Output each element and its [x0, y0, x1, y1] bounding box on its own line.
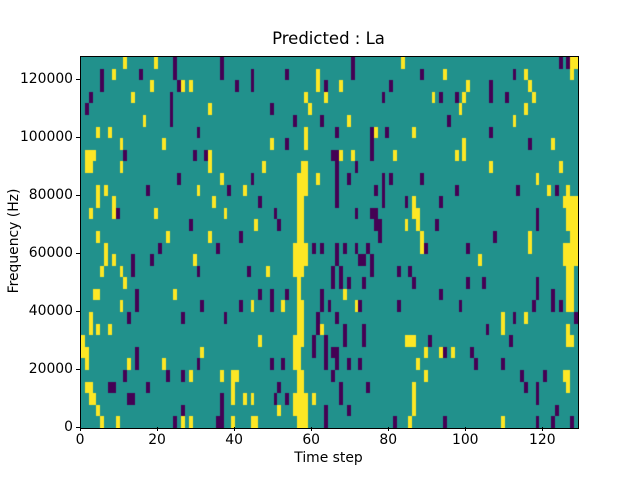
x-tick-mark	[542, 427, 544, 431]
x-tick-mark	[465, 427, 467, 431]
x-axis-label: Time step	[294, 450, 363, 466]
y-tick-mark	[76, 137, 80, 139]
y-tick-mark	[76, 195, 80, 197]
y-tick-label: 100000	[19, 129, 73, 146]
y-axis-label: Frequency (Hz)	[6, 188, 22, 294]
y-tick-mark	[76, 79, 80, 81]
y-tick-label: 60000	[28, 245, 73, 262]
y-tick-mark	[76, 369, 80, 371]
x-tick-label: 20	[148, 432, 166, 448]
x-tick-mark	[80, 427, 81, 431]
x-tick-label: 120	[529, 432, 556, 448]
x-tick-label: 60	[302, 432, 320, 448]
plot-area	[80, 56, 579, 429]
y-tick-mark	[76, 311, 80, 313]
plot-title: Predicted : La	[272, 29, 385, 48]
x-tick-mark	[157, 427, 159, 431]
x-tick-mark	[311, 427, 313, 431]
x-tick-mark	[234, 427, 236, 431]
heatmap-canvas	[81, 57, 578, 428]
x-tick-label: 0	[75, 432, 85, 448]
y-tick-label: 40000	[28, 303, 73, 320]
y-tick-label: 20000	[28, 361, 73, 378]
y-tick-mark	[76, 427, 80, 428]
x-tick-label: 80	[379, 432, 398, 448]
y-tick-mark	[76, 253, 80, 255]
y-tick-label: 0	[64, 419, 73, 435]
x-tick-label: 40	[225, 432, 243, 448]
y-tick-label: 80000	[28, 187, 73, 204]
y-tick-label: 120000	[19, 71, 73, 88]
x-tick-label: 100	[452, 432, 479, 448]
x-tick-mark	[388, 427, 390, 431]
